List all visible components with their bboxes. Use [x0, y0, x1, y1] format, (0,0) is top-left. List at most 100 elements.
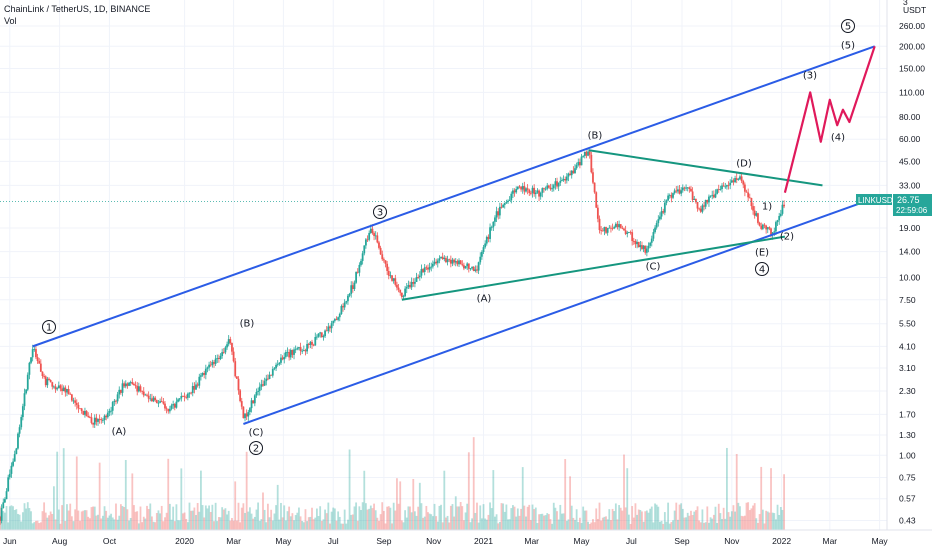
candle-body [389, 275, 392, 277]
candle-body [737, 179, 740, 181]
price-tick-label: 19.00 [899, 223, 921, 233]
volume-bar [541, 513, 544, 530]
volume-bar [98, 462, 101, 530]
volume-bar [97, 514, 99, 530]
volume-bar [302, 522, 305, 530]
volume-bar [440, 504, 442, 530]
volume-bar [407, 506, 410, 530]
candle-body [154, 397, 157, 401]
time-tick-label: Jul [328, 536, 339, 546]
candle-body [654, 227, 656, 233]
price-tick-label: 1.00 [899, 450, 916, 460]
candle-body [556, 181, 558, 187]
volume-bar [201, 505, 204, 530]
candle-body [690, 188, 692, 192]
candle-body [298, 347, 300, 349]
candle-body [110, 410, 112, 412]
wave-label-s3: (3) [803, 71, 817, 82]
candle-body [355, 271, 358, 283]
price-tick-label: 45.00 [899, 156, 921, 166]
volume-bar [270, 509, 273, 530]
volume-bar [634, 503, 637, 530]
candle-body [209, 364, 212, 366]
candle-body [559, 180, 562, 183]
candle-body [193, 385, 196, 390]
volume-bar [53, 486, 55, 530]
volume-bar [368, 508, 371, 530]
volume-bar [115, 503, 117, 530]
volume-bar [655, 504, 658, 530]
volume-bar [431, 516, 434, 530]
volume-bar [200, 470, 202, 530]
candle-body [167, 409, 170, 412]
candle-body [8, 473, 11, 478]
candle-body [351, 285, 354, 289]
candle-body [631, 232, 634, 241]
volume-bar [748, 510, 751, 530]
candle-body [520, 186, 522, 190]
volume-bar [502, 503, 505, 530]
volume-bar [337, 511, 340, 530]
candle-body [534, 192, 537, 195]
volume-bar [734, 511, 736, 530]
volume-bar [102, 515, 104, 530]
volume-bar [397, 503, 400, 530]
volume-bar [740, 515, 743, 530]
candle-body [100, 419, 103, 421]
volume-bar [466, 503, 469, 530]
candle-body [574, 168, 576, 174]
volume-bar [43, 502, 46, 530]
candle-body [418, 275, 421, 278]
volume-bar [31, 523, 34, 530]
volume-bar [361, 502, 364, 530]
candle-body [41, 371, 44, 377]
volume-bar [389, 507, 392, 530]
candle-body [0, 516, 1, 521]
volume-bar [80, 511, 83, 530]
wave-label-c3: 3 [377, 208, 383, 219]
volume-bar [763, 523, 766, 530]
candle-body [717, 189, 720, 191]
candle-body [337, 317, 340, 320]
volume-bar [686, 512, 689, 530]
candle-body [662, 211, 665, 213]
volume-bar [500, 503, 503, 530]
volume-bar [587, 521, 589, 530]
volume-bar [234, 481, 237, 530]
candle-body [632, 240, 635, 242]
candle-body [471, 266, 473, 269]
volume-bar [386, 506, 389, 530]
time-axis[interactable]: Jun Aug Oct 2020 Mar May Jul Sep Nov 2021 Mar May Ju… [3, 536, 888, 546]
volume-bar [255, 509, 258, 530]
volume-bar [402, 522, 405, 530]
candle-body [757, 213, 759, 223]
volume-bar [262, 492, 264, 530]
wave-labels: 1 (A) (B) (C) 2 3 (A) (B) (C) (D) (E) 4 1) (2) (3) (4) (… [42, 19, 855, 455]
candle-body [301, 350, 304, 352]
volume-bar [186, 522, 189, 530]
candle-body [438, 258, 441, 261]
volume-bar [693, 511, 696, 530]
time-tick-label: Jul [626, 536, 637, 546]
volume-bar [681, 508, 684, 530]
volume-bar [418, 482, 421, 530]
volume-bar [678, 504, 681, 530]
candle-body [613, 226, 616, 229]
volume-bar [436, 521, 439, 530]
price-axis[interactable]: 260.00 200.00 150.00 110.00 80.00 60.00 45.00 3… [899, 21, 925, 525]
volume-bar [250, 513, 253, 530]
volume-bar [556, 511, 558, 530]
candle-body [721, 185, 723, 189]
candle-body [319, 332, 322, 334]
volume-bar [105, 510, 108, 530]
volume-bar [193, 507, 196, 530]
volume-bar [77, 510, 80, 530]
price-tag-symbol: LINKUSDT [858, 196, 898, 205]
volume-bar [719, 513, 722, 530]
wave-label-wE2: (E) [755, 248, 769, 259]
price-tick-label: 80.00 [899, 112, 921, 122]
volume-bar [596, 518, 599, 530]
candle-body [208, 364, 210, 368]
candle-body [80, 408, 83, 411]
